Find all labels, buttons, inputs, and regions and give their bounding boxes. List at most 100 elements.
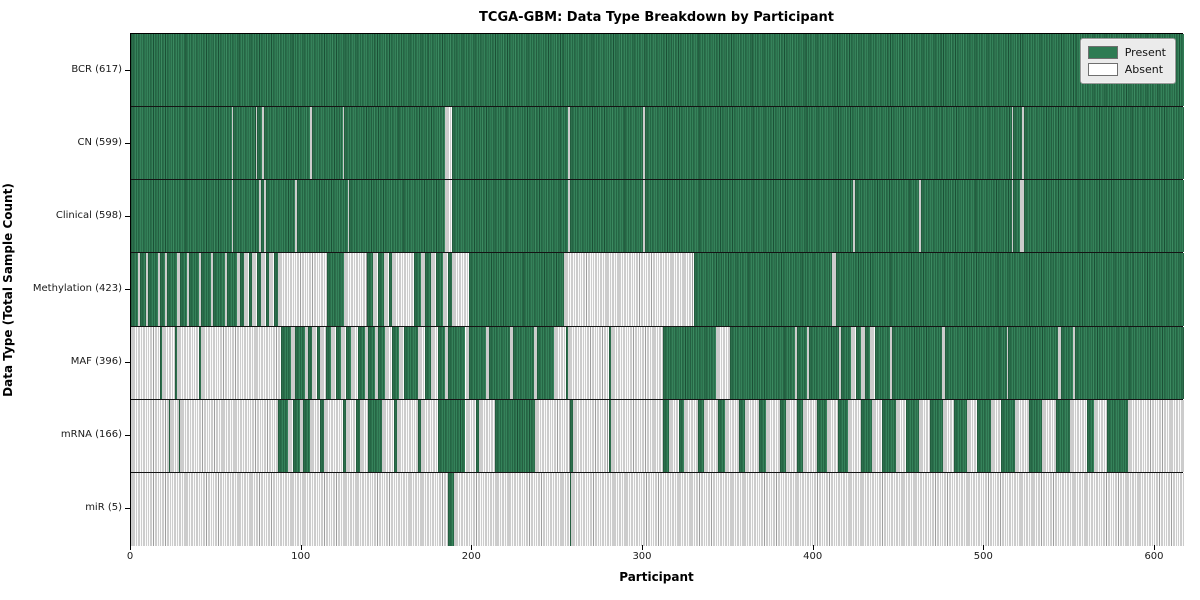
heatmap-run-absent xyxy=(277,253,328,326)
heatmap-run-present xyxy=(451,107,568,180)
heatmap-run-present xyxy=(393,399,398,472)
heatmap-run-absent xyxy=(991,399,1002,472)
x-tick-mark xyxy=(1153,545,1155,550)
heatmap-run-present xyxy=(248,253,253,326)
heatmap-run-absent xyxy=(346,399,357,472)
heatmap-run-absent xyxy=(852,180,855,253)
heatmap-run-absent xyxy=(344,253,367,326)
heatmap-run-present xyxy=(296,180,348,253)
heatmap-run-absent xyxy=(465,399,476,472)
heatmap-run-present xyxy=(368,399,382,472)
heatmap-run-absent xyxy=(291,326,295,399)
heatmap-run-present xyxy=(277,399,288,472)
heatmap-run-present xyxy=(569,399,573,472)
legend-item-present: Present xyxy=(1087,44,1166,61)
heatmap-run-present xyxy=(327,253,345,326)
heatmap-run-present xyxy=(1013,107,1022,180)
absent-swatch-icon xyxy=(1087,63,1118,76)
heatmap-run-absent xyxy=(252,253,258,326)
heatmap-run-present xyxy=(293,399,300,472)
heatmap-run-absent xyxy=(642,180,645,253)
y-tick-label-clinical: Clinical (598) xyxy=(55,209,122,221)
heatmap-run-absent xyxy=(385,326,393,399)
heatmap-run-present xyxy=(779,399,787,472)
heatmap-run-absent xyxy=(177,326,200,399)
heatmap-run-absent xyxy=(161,326,176,399)
heatmap-run-absent xyxy=(260,253,266,326)
heatmap-run-present xyxy=(881,399,896,472)
y-tick-mark xyxy=(125,215,130,217)
heatmap-run-absent xyxy=(131,326,160,399)
heatmap-run-present xyxy=(264,107,311,180)
heatmap-run-present xyxy=(953,399,968,472)
heatmap-run-present xyxy=(644,180,853,253)
heatmap-row-mrna xyxy=(131,399,1184,473)
heatmap-run-present xyxy=(537,326,555,399)
heatmap-run-present xyxy=(139,253,147,326)
heatmap-run-absent xyxy=(381,399,394,472)
heatmap-run-present xyxy=(694,253,833,326)
x-tick-label-200: 200 xyxy=(461,551,481,562)
heatmap-run-present xyxy=(875,326,891,399)
heatmap-run-present xyxy=(233,180,259,253)
heatmap-run-present xyxy=(945,326,1007,399)
heatmap-run-present xyxy=(796,326,807,399)
heatmap-run-present xyxy=(837,399,848,472)
heatmap-run-absent xyxy=(465,326,469,399)
heatmap-run-absent xyxy=(941,326,946,399)
heatmap-run-present xyxy=(738,399,746,472)
heatmap-run-absent xyxy=(445,107,452,180)
heatmap-run-present xyxy=(226,253,237,326)
heatmap-run-absent xyxy=(1042,399,1056,472)
heatmap-run-present xyxy=(294,326,306,399)
heatmap-run-present xyxy=(131,180,232,253)
heatmap-run-present xyxy=(438,399,466,472)
x-tick-label-400: 400 xyxy=(803,551,823,562)
heatmap-run-absent xyxy=(262,107,265,180)
heatmap-run-absent xyxy=(243,253,249,326)
heatmap-run-absent xyxy=(269,253,275,326)
heatmap-run-present xyxy=(260,180,265,253)
heatmap-run-absent xyxy=(445,180,452,253)
heatmap-run-absent xyxy=(421,253,425,326)
heatmap-run-present xyxy=(448,326,466,399)
heatmap-row-mir xyxy=(131,472,1184,546)
y-tick-mark xyxy=(125,508,130,510)
heatmap-run-absent xyxy=(320,326,326,399)
heatmap-run-absent xyxy=(745,399,760,472)
heatmap-run-present xyxy=(368,326,376,399)
heatmap-run-absent xyxy=(397,399,418,472)
heatmap-run-present xyxy=(366,253,374,326)
heatmap-run-present xyxy=(349,180,445,253)
heatmap-run-present xyxy=(178,399,181,472)
heatmap-run-present xyxy=(1023,180,1184,253)
heatmap-run-absent xyxy=(535,399,570,472)
heatmap-run-absent xyxy=(165,253,167,326)
heatmap-run-present xyxy=(388,253,393,326)
y-tick-label-cn: CN (599) xyxy=(77,136,122,148)
heatmap-run-present xyxy=(265,180,295,253)
x-tick-label-300: 300 xyxy=(632,551,652,562)
heatmap-run-present xyxy=(189,253,200,326)
heatmap-run-absent xyxy=(1011,107,1014,180)
y-tick-label-maf: MAF (396) xyxy=(70,356,122,368)
heatmap-run-present xyxy=(200,253,212,326)
heatmap-run-absent xyxy=(943,399,954,472)
heatmap-run-absent xyxy=(485,326,490,399)
heatmap-run-present xyxy=(404,326,418,399)
heatmap-run-absent xyxy=(170,399,179,472)
heatmap-run-absent xyxy=(199,253,201,326)
heatmap-run-absent xyxy=(571,472,1184,546)
heatmap-run-absent xyxy=(342,107,345,180)
heatmap-run-present xyxy=(468,326,486,399)
heatmap-run-absent xyxy=(803,399,818,472)
heatmap-run-present xyxy=(835,253,1184,326)
x-tick-mark xyxy=(300,545,302,550)
heatmap-run-absent xyxy=(231,180,234,253)
heatmap-run-present xyxy=(921,180,1012,253)
heatmap-run-absent xyxy=(479,399,495,472)
heatmap-run-absent xyxy=(869,326,876,399)
heatmap-run-present xyxy=(357,326,365,399)
heatmap-run-absent xyxy=(351,326,358,399)
